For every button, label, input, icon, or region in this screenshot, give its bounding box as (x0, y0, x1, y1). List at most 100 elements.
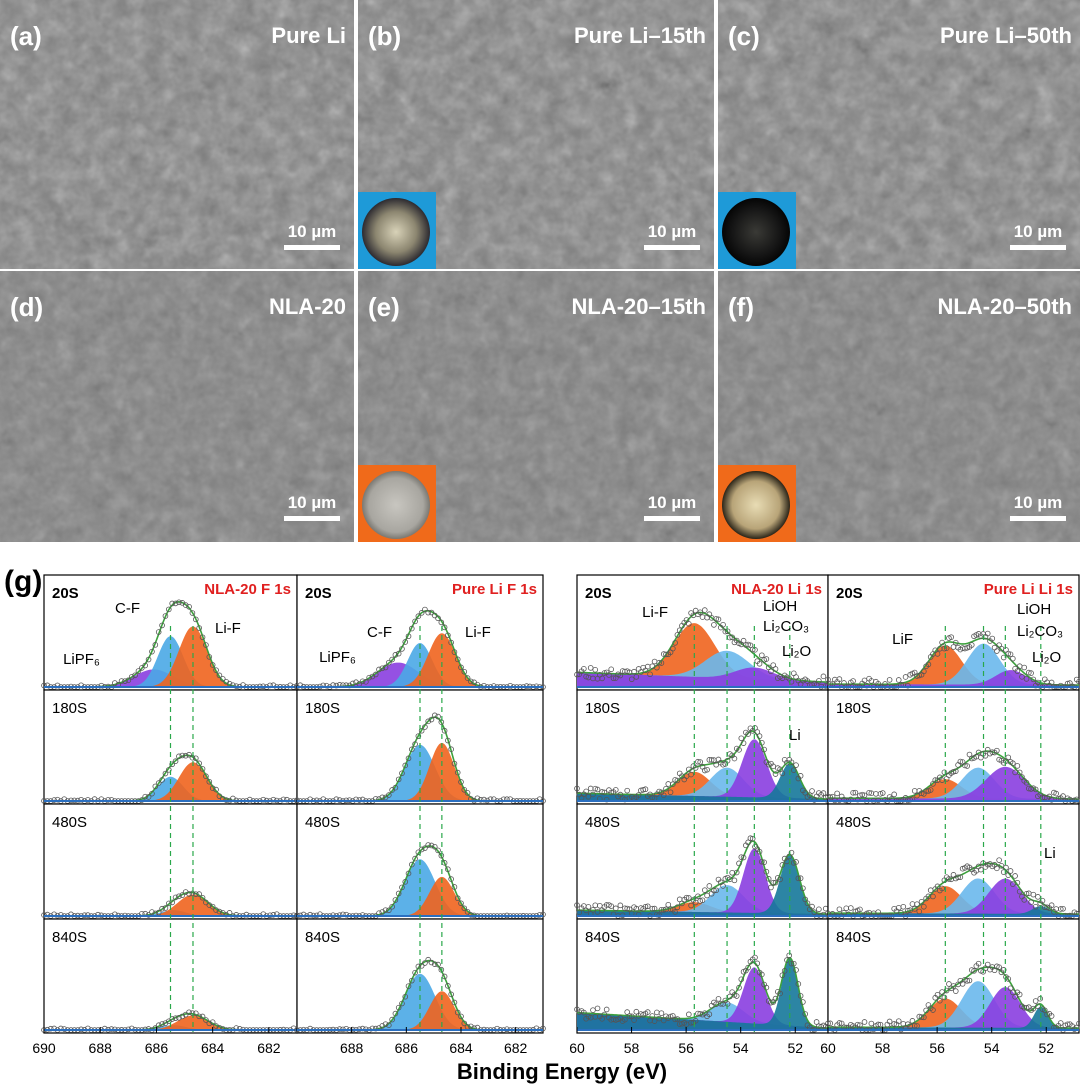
data-point (1048, 1013, 1055, 1019)
data-point (918, 898, 925, 905)
data-point (386, 1022, 392, 1028)
x-tick-label: 60 (820, 1040, 836, 1056)
data-point (162, 905, 169, 911)
data-point (58, 912, 64, 918)
data-point (395, 1004, 402, 1011)
data-point (601, 670, 608, 676)
data-point (674, 904, 681, 911)
data-point (209, 903, 216, 910)
sem-panel-label: (e) (368, 292, 400, 322)
data-point (216, 672, 223, 679)
data-point (590, 907, 596, 913)
data-point (672, 777, 678, 783)
data-point (777, 766, 783, 773)
data-point (749, 646, 756, 653)
data-point (934, 651, 941, 657)
data-point (193, 616, 199, 623)
data-point (998, 862, 1005, 869)
data-point (438, 619, 445, 626)
data-point (1023, 1005, 1030, 1011)
data-point (717, 1000, 724, 1007)
data-point (246, 796, 253, 803)
data-point (930, 893, 936, 900)
data-point (761, 859, 767, 866)
data-point (1016, 888, 1023, 895)
data-point (386, 907, 392, 914)
data-point (1023, 779, 1030, 786)
data-point (176, 753, 182, 760)
data-point (382, 664, 389, 671)
spectrum-row-480S: 480S (574, 803, 831, 920)
data-point (686, 895, 692, 901)
spectrum-row-840S: 840S (574, 918, 831, 1034)
data-point (879, 790, 886, 796)
sem-panel-3: (c) Pure Li–50th 10 µm (718, 0, 1080, 269)
data-point (877, 1021, 884, 1028)
scale-bar (284, 516, 340, 521)
spectrum-row-20S: 20S (825, 574, 1080, 691)
data-point (850, 678, 856, 684)
x-tick-label: 60 (569, 1040, 585, 1056)
data-point (1030, 891, 1037, 898)
sputter-time-label: 180S (836, 700, 871, 717)
data-point (628, 676, 635, 683)
data-point (772, 666, 779, 672)
data-point (795, 875, 802, 882)
data-point (379, 794, 386, 801)
panel-g-label: (g) (4, 565, 42, 598)
data-point (159, 1021, 165, 1027)
data-point (603, 796, 610, 803)
peak-annotation: Li-F (642, 604, 668, 621)
data-point (713, 616, 719, 622)
data-point (642, 786, 649, 793)
data-point (592, 667, 599, 673)
data-point (761, 746, 767, 753)
sample-photo-inset (358, 192, 436, 269)
data-point (408, 861, 415, 868)
data-point (155, 629, 162, 635)
data-point (149, 648, 155, 655)
data-point (236, 1026, 243, 1032)
data-point (451, 649, 458, 655)
sem-panel-label: (d) (10, 292, 43, 322)
data-point (196, 625, 202, 631)
data-point (307, 1025, 313, 1032)
data-point (651, 905, 658, 912)
data-point (756, 733, 763, 739)
data-point (431, 961, 438, 967)
data-point (405, 870, 412, 877)
data-point (415, 963, 422, 970)
data-point (149, 790, 155, 797)
data-point (841, 680, 847, 686)
data-point (441, 727, 448, 734)
sem-panel-label: (b) (368, 21, 401, 51)
data-point (1048, 796, 1055, 803)
data-point (806, 792, 813, 798)
data-point (752, 725, 758, 731)
data-point (759, 858, 765, 865)
data-point (435, 961, 441, 968)
data-point (445, 983, 451, 989)
data-point (825, 676, 831, 683)
sem-texture-fine (0, 271, 354, 542)
data-point (863, 682, 870, 689)
data-point (451, 760, 458, 767)
data-point (206, 1020, 213, 1027)
x-tick-label: 58 (624, 1040, 640, 1056)
data-point (905, 682, 911, 689)
x-tick-label: 56 (678, 1040, 694, 1056)
sem-texture-fine (0, 0, 354, 269)
data-point (788, 849, 795, 856)
data-point (1060, 793, 1066, 799)
data-point (921, 903, 927, 910)
data-point (699, 897, 706, 904)
data-point (918, 1014, 925, 1020)
data-point (813, 1019, 820, 1025)
scale-bar (1010, 245, 1066, 250)
data-point (996, 857, 1002, 863)
data-point (458, 900, 464, 907)
data-point (142, 662, 149, 669)
data-point (603, 1006, 610, 1013)
data-point (219, 1026, 226, 1032)
data-point (820, 790, 827, 796)
